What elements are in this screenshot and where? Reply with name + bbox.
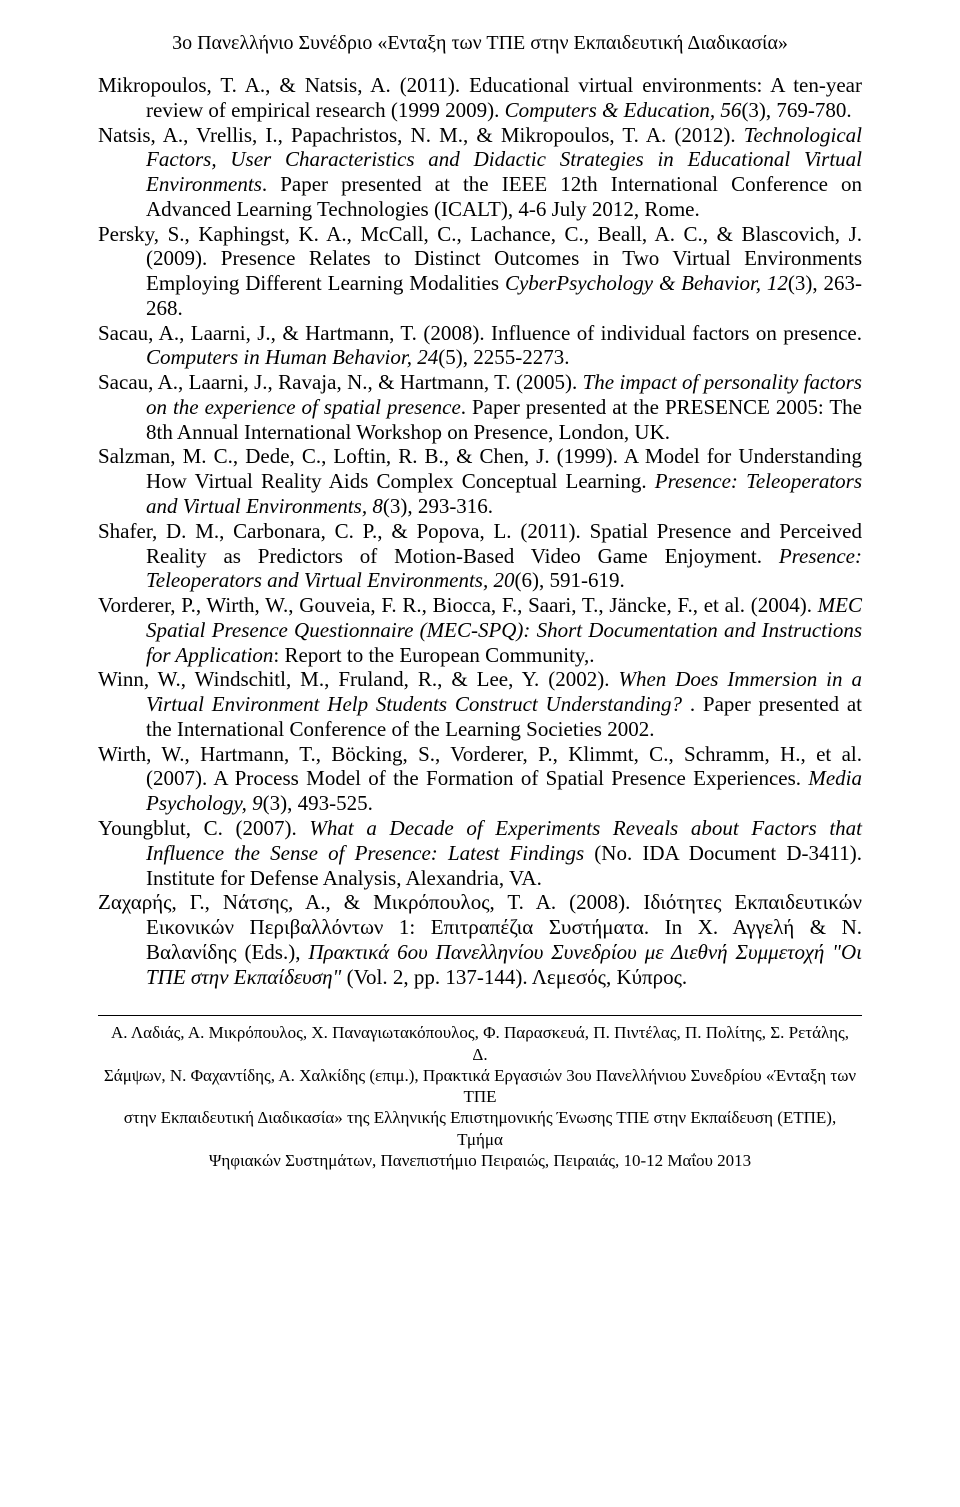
reference-item: Wirth, W., Hartmann, T., Böcking, S., Vo… — [98, 742, 862, 816]
footer-line: στην Εκπαιδευτική Διαδικασία» της Ελληνι… — [102, 1107, 858, 1150]
reference-item: Ζαχαρής, Γ., Νάτσης, Α., & Μικρόπουλος, … — [98, 890, 862, 989]
footer-line: Ψηφιακών Συστημάτων, Πανεπιστήμιο Πειραι… — [102, 1150, 858, 1171]
reference-item: Natsis, A., Vrellis, I., Papachristos, N… — [98, 123, 862, 222]
footer-line: Α. Λαδιάς, Α. Μικρόπουλος, Χ. Παναγιωτακ… — [102, 1022, 858, 1065]
reference-item: Youngblut, C. (2007). What a Decade of E… — [98, 816, 862, 890]
running-header: 3ο Πανελλήνιο Συνέδριο «Ενταξη των ΤΠΕ σ… — [98, 32, 862, 55]
reference-item: Winn, W., Windschitl, M., Fruland, R., &… — [98, 667, 862, 741]
footer-rule — [98, 1015, 862, 1016]
footer-line: Σάμψων, Ν. Φαχαντίδης, Α. Χαλκίδης (επιμ… — [102, 1065, 858, 1108]
references-list: Mikropoulos, T. A., & Natsis, A. (2011).… — [98, 73, 862, 989]
reference-item: Salzman, M. C., Dede, C., Loftin, R. B.,… — [98, 444, 862, 518]
reference-item: Sacau, A., Laarni, J., Ravaja, N., & Har… — [98, 370, 862, 444]
page: 3ο Πανελλήνιο Συνέδριο «Ενταξη των ΤΠΕ σ… — [0, 0, 960, 1507]
reference-item: Shafer, D. M., Carbonara, C. P., & Popov… — [98, 519, 862, 593]
running-footer: Α. Λαδιάς, Α. Μικρόπουλος, Χ. Παναγιωτακ… — [98, 1022, 862, 1187]
reference-item: Persky, S., Kaphingst, K. A., McCall, C.… — [98, 222, 862, 321]
reference-item: Sacau, A., Laarni, J., & Hartmann, T. (2… — [98, 321, 862, 371]
reference-item: Mikropoulos, T. A., & Natsis, A. (2011).… — [98, 73, 862, 123]
reference-item: Vorderer, P., Wirth, W., Gouveia, F. R.,… — [98, 593, 862, 667]
